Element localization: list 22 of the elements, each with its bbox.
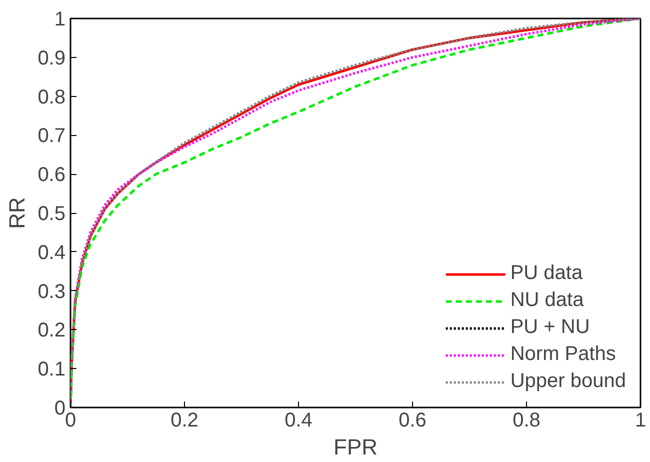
x-tick-label: 0.4 [284, 410, 312, 432]
y-tick-label: 0.2 [38, 320, 66, 342]
legend-label: PU + NU [510, 316, 590, 339]
y-tick-label: 0.8 [38, 86, 66, 108]
x-tick-label: 0.8 [512, 410, 540, 432]
legend-label: Norm Paths [510, 343, 616, 366]
legend-label: Upper bound [510, 370, 626, 393]
x-tick-label: 0.6 [398, 410, 426, 432]
y-axis-title: RR [4, 197, 30, 229]
y-tick-label: 0.9 [38, 47, 66, 70]
y-tick-label: 0.6 [38, 164, 66, 186]
y-tick-label: 0.7 [38, 125, 66, 148]
x-tick-label: 0.2 [170, 410, 198, 432]
x-axis-title: FPR [334, 434, 378, 460]
y-tick-label: 0.4 [38, 242, 66, 264]
y-tick-label: 0.1 [38, 358, 66, 381]
y-tick-label: 1 [54, 8, 66, 30]
y-tick-label: 0.3 [38, 280, 66, 303]
legend-label: PU data [510, 262, 583, 285]
x-tick-label: 1 [634, 410, 646, 432]
legend-label: NU data [510, 289, 584, 312]
y-tick-label: 0.5 [38, 203, 66, 225]
